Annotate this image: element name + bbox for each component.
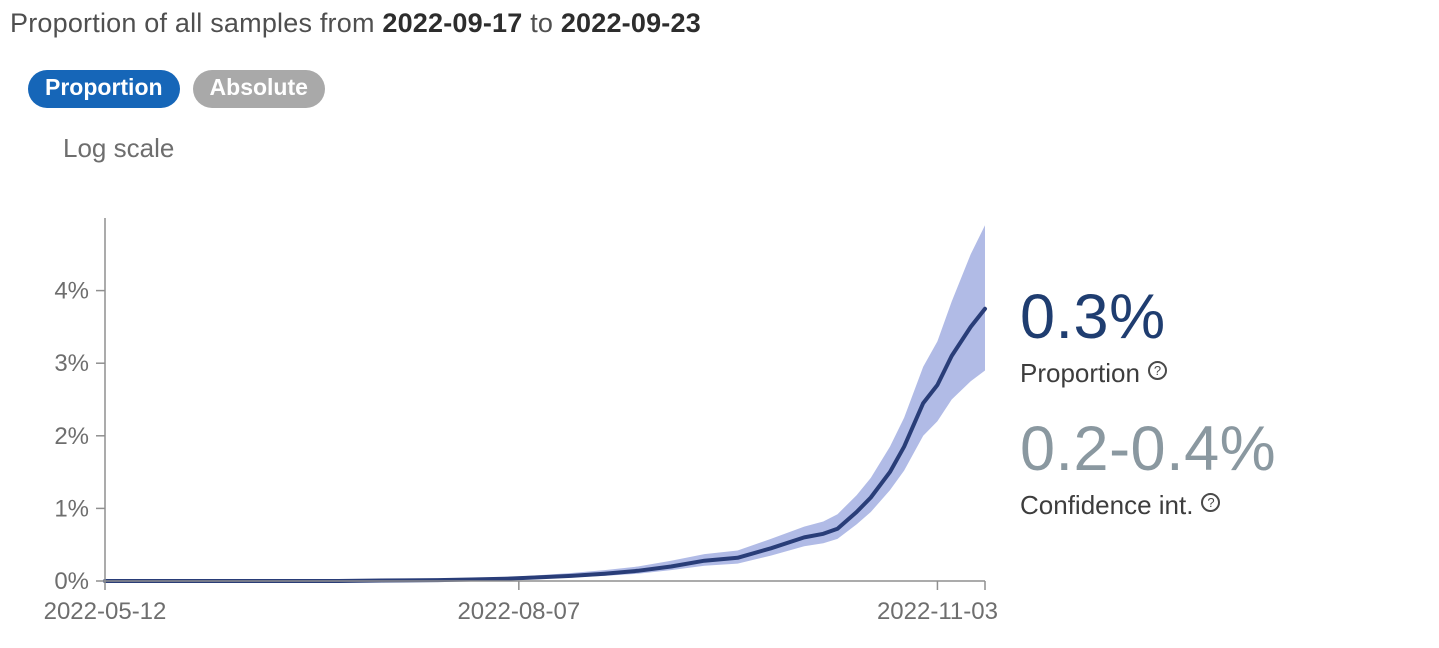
- stats-panel: 0.3% Proportion? 0.2-0.4% Confidence int…: [1020, 284, 1420, 521]
- axis-labels: 0% 1% 2% 3% 4% 2022-05-12 2022-08-07 2022-11-03: [44, 278, 998, 625]
- x-tick-label: 2022-11-03: [877, 598, 998, 623]
- y-tick-label: 3%: [54, 350, 89, 377]
- y-tick-label: 1%: [54, 495, 89, 522]
- title-middle: to: [530, 8, 554, 38]
- log-scale-toggle[interactable]: Log scale: [63, 133, 175, 163]
- proportion-chart[interactable]: 0% 1% 2% 3% 4% 2022-05-12 2022-08-07 2022-11-03: [0, 193, 1000, 625]
- chart-area[interactable]: 0% 1% 2% 3% 4% 2022-05-12 2022-08-07 2022-11-03: [0, 193, 1000, 625]
- y-tick-label: 0%: [54, 568, 89, 595]
- title-prefix: Proportion of all samples from: [10, 8, 375, 38]
- ci-stat-label: Confidence int.?: [1020, 490, 1420, 521]
- proportion-help-icon[interactable]: ?: [1147, 360, 1167, 380]
- proportion-tab[interactable]: Proportion: [28, 70, 180, 108]
- title-date-to: 2022-09-23: [560, 8, 701, 38]
- y-tick-label: 2%: [54, 423, 89, 450]
- y-tick-label: 4%: [54, 278, 89, 305]
- proportion-stat-label: Proportion?: [1020, 358, 1420, 389]
- display-mode-toggles: Proportion Absolute: [28, 70, 325, 108]
- ci-block: 0.2-0.4% Confidence int.?: [1020, 413, 1420, 521]
- title-date-from: 2022-09-17: [382, 8, 523, 38]
- axes: [96, 218, 986, 590]
- x-tick-label: 2022-08-07: [457, 598, 580, 623]
- proportion-value: 0.3%: [1020, 282, 1166, 352]
- x-tick-label: 2022-05-12: [44, 598, 167, 623]
- ci-help-icon[interactable]: ?: [1201, 492, 1221, 512]
- proportion-line: [103, 306, 987, 583]
- page-title: Proportion of all samples from 2022-09-1…: [10, 8, 701, 39]
- absolute-tab[interactable]: Absolute: [192, 70, 325, 108]
- ci-value: 0.2-0.4%: [1020, 413, 1277, 484]
- confidence-band: [105, 225, 985, 582]
